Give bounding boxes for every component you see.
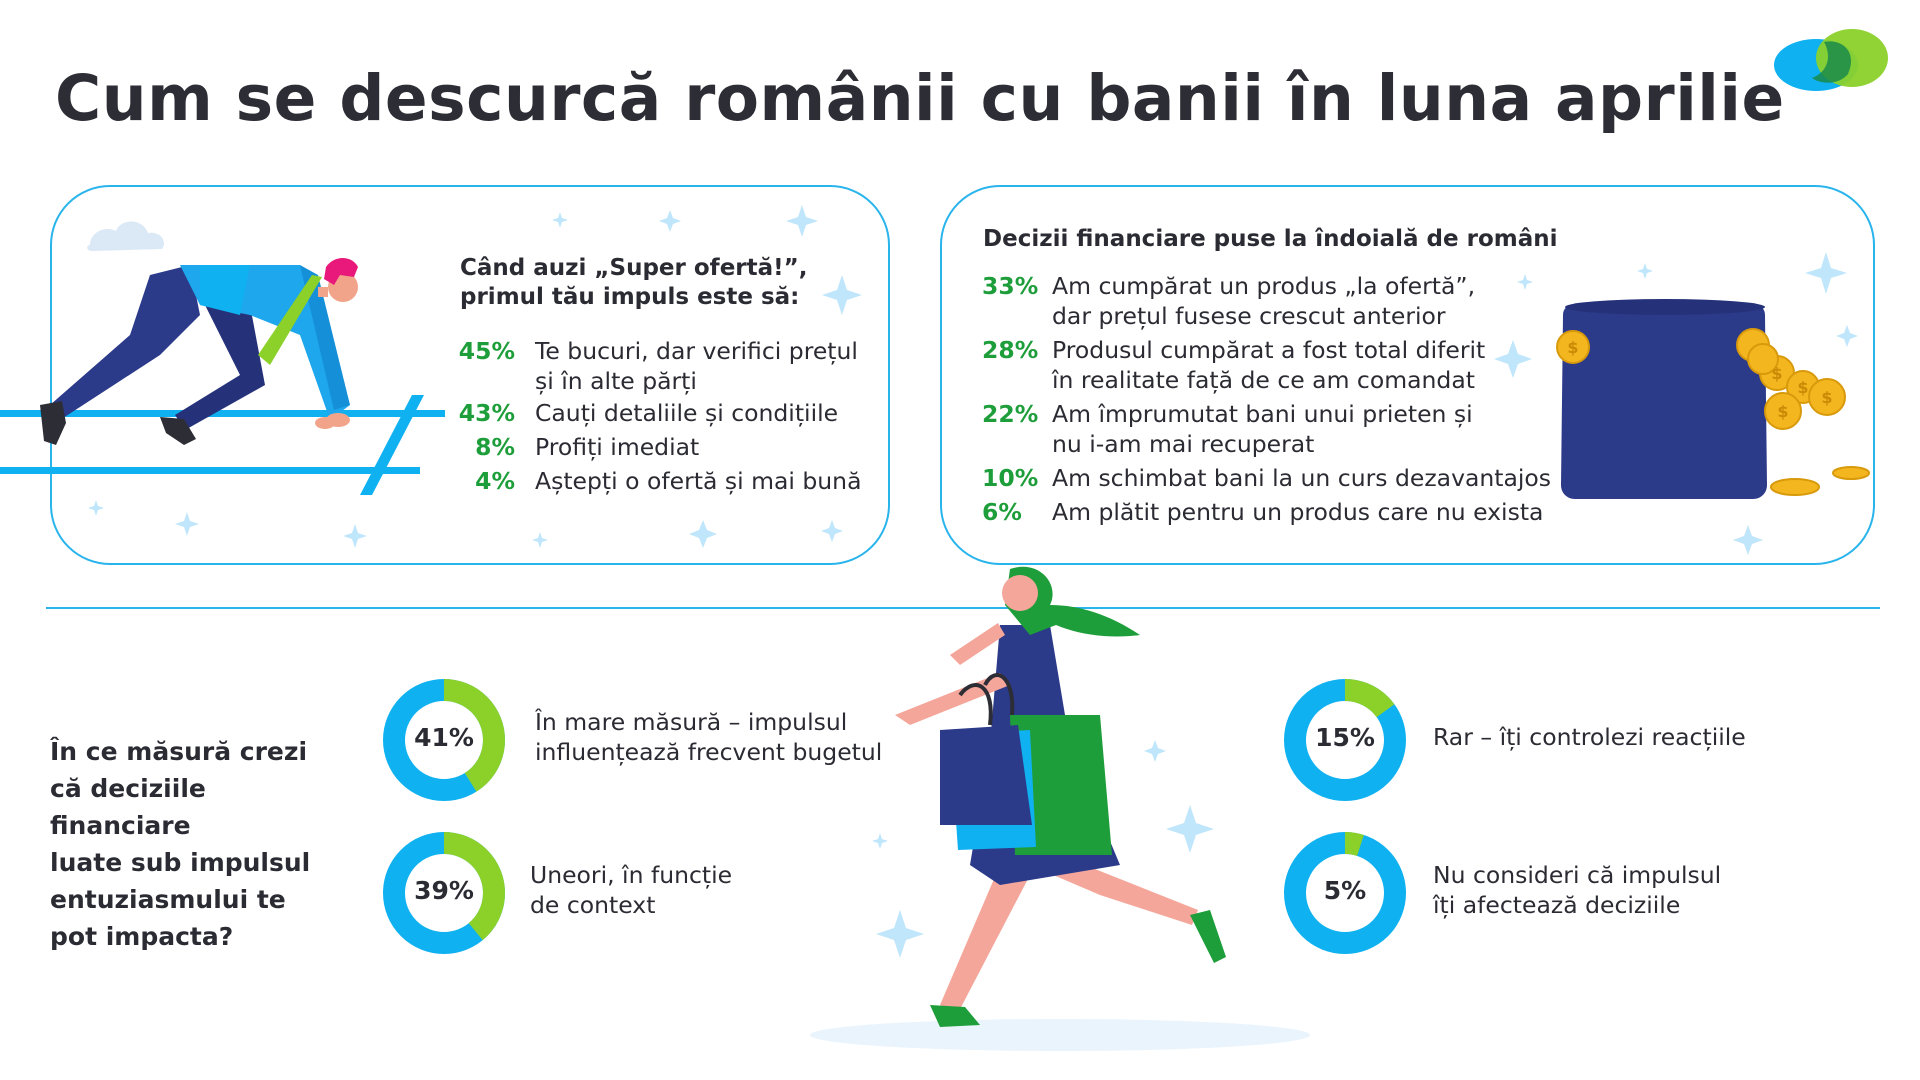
sprinter-illustration bbox=[0, 221, 445, 495]
decision-pct: 6% bbox=[982, 498, 1022, 526]
donut-arc bbox=[383, 679, 505, 801]
impulse-pct: 4% bbox=[475, 467, 515, 495]
svg-text:$: $ bbox=[1777, 402, 1788, 421]
donut-label: Uneori, în funcție de context bbox=[530, 861, 733, 919]
donut-pct: 41% bbox=[414, 723, 474, 752]
decisions-card bbox=[940, 185, 1875, 565]
svg-text:$: $ bbox=[1567, 338, 1578, 357]
donut-svg bbox=[1284, 832, 1406, 954]
donut-pct: 15% bbox=[1315, 723, 1375, 752]
decision-label: Produsul cumpărat a fost total diferit î… bbox=[1052, 336, 1486, 394]
donut-label: Nu consideri că impulsul îți afectează d… bbox=[1433, 861, 1722, 919]
donut-chart bbox=[382, 678, 506, 802]
impulse-pct: 8% bbox=[475, 433, 515, 461]
donut-chart bbox=[1283, 831, 1407, 955]
impulse-pct: 45% bbox=[458, 337, 515, 365]
decision-label: Am cumpărat un produs „la ofertă”, dar p… bbox=[1052, 272, 1476, 330]
decision-label: Am plătit pentru un produs care nu exist… bbox=[1052, 498, 1544, 526]
impulse-card bbox=[50, 185, 890, 565]
impulse-label: Aștepți o ofertă și mai bună bbox=[535, 467, 862, 495]
section-divider bbox=[46, 607, 1880, 609]
donut-svg bbox=[1284, 679, 1406, 801]
svg-text:$: $ bbox=[1771, 364, 1782, 383]
impulse-label: Te bucuri, dar verifici prețul și în alt… bbox=[535, 337, 858, 395]
decision-pct: 33% bbox=[982, 272, 1039, 300]
donut-chart bbox=[382, 831, 506, 955]
decision-pct: 10% bbox=[982, 464, 1039, 492]
decision-label: Am schimbat bani la un curs dezavantajos bbox=[1052, 464, 1552, 492]
donut-chart bbox=[1283, 678, 1407, 802]
donut-pct: 5% bbox=[1323, 876, 1367, 905]
donut-arc bbox=[383, 832, 505, 954]
decision-pct: 28% bbox=[982, 336, 1039, 364]
donut-label: Rar – îți controlezi reacțiile bbox=[1433, 723, 1746, 751]
donut-label: În mare măsură – impulsul influențează f… bbox=[535, 708, 883, 766]
donut-arc bbox=[1284, 679, 1406, 801]
page-title: Cum se descurcă românii cu banii în luna… bbox=[55, 62, 1785, 135]
impulse-label: Cauți detaliile și condițiile bbox=[535, 399, 839, 427]
decisions-heading: Decizii financiare puse la îndoială de r… bbox=[983, 226, 1558, 252]
donut-pct: 39% bbox=[414, 876, 474, 905]
wallet-coins-illustration: $ $ $ $ $ bbox=[1556, 299, 1870, 499]
impulse-pct: 43% bbox=[458, 399, 515, 427]
impulse-label: Profiți imediat bbox=[535, 433, 700, 461]
brand-logo bbox=[1774, 29, 1888, 91]
impact-question: În ce măsură crezi că deciziile financia… bbox=[50, 737, 311, 951]
svg-text:$: $ bbox=[1797, 378, 1808, 397]
decision-label: Am împrumutat bani unui prieten și nu i-… bbox=[1052, 400, 1473, 458]
shopper-illustration bbox=[810, 566, 1310, 1051]
impulse-question: Când auzi „Super ofertă!”, primul tău im… bbox=[460, 255, 808, 310]
svg-text:$: $ bbox=[1821, 388, 1832, 407]
donut-arc bbox=[1284, 832, 1406, 954]
donut-svg bbox=[383, 679, 505, 801]
donut-svg bbox=[383, 832, 505, 954]
decision-pct: 22% bbox=[982, 400, 1039, 428]
